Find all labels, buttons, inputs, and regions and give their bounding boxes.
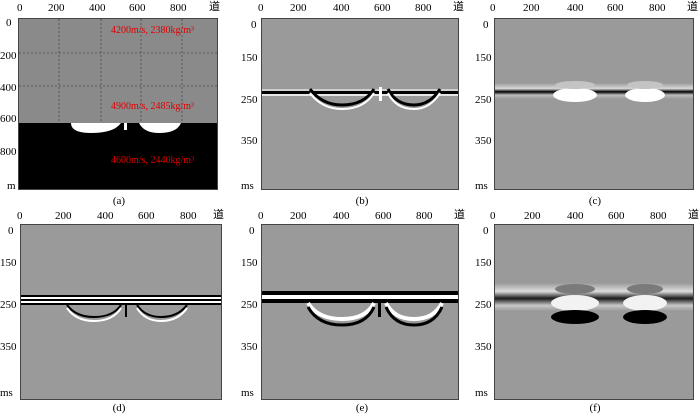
y-tick: 400 [0, 82, 17, 94]
x-tick: 600 [129, 2, 146, 14]
x-tick: 0 [258, 210, 264, 222]
x-unit: 道 [687, 1, 698, 13]
model-plot: 4200m/s, 2380kg/m³ 4900m/s, 2485kg/m³ 46… [18, 18, 218, 190]
y-tick: 250 [241, 299, 258, 311]
y-tick: 350 [241, 341, 258, 353]
x-tick: 400 [89, 2, 106, 14]
x-tick: 600 [374, 2, 391, 14]
x-tick: 600 [607, 2, 624, 14]
y-tick: 250 [475, 94, 492, 106]
panel-c: 0 200 400 600 800 道 0 150 250 350 ms (c) [467, 0, 700, 208]
y-unit: m [7, 180, 16, 192]
caption: (c) [588, 195, 602, 207]
x-tick: 800 [180, 210, 197, 222]
section-plot [20, 224, 222, 400]
x-unit: 道 [213, 209, 224, 221]
y-unit: ms [241, 387, 254, 399]
annotation-lens: 4900m/s, 2485kg/m³ [111, 101, 195, 112]
section-plot [494, 18, 694, 190]
y-tick: 150 [475, 257, 492, 269]
y-tick: 150 [0, 257, 17, 269]
x-tick: 200 [290, 210, 307, 222]
x-tick: 0 [490, 210, 496, 222]
x-tick: 200 [290, 2, 307, 14]
y-tick: 250 [475, 299, 492, 311]
x-tick: 200 [524, 210, 541, 222]
x-tick: 600 [138, 210, 155, 222]
annotation-bottom-layer: 4600m/s, 2440kg/m³ [111, 155, 195, 166]
y-tick: 150 [241, 257, 258, 269]
x-tick: 200 [48, 2, 65, 14]
panel-e: 0 200 400 600 800 道 0 150 250 350 ms (e) [233, 208, 465, 417]
x-tick: 0 [258, 2, 264, 14]
x-unit: 道 [454, 209, 465, 221]
y-unit: ms [241, 180, 254, 192]
panel-d: 0 200 400 600 800 道 0 150 250 350 ms (d) [0, 208, 230, 417]
x-tick: 800 [650, 210, 667, 222]
caption: (b) [355, 195, 369, 207]
panel-f: 0 200 400 600 800 道 0 150 250 350 ms [467, 208, 700, 417]
y-tick: 0 [483, 225, 489, 237]
x-tick: 800 [649, 2, 666, 14]
x-tick: 400 [567, 210, 584, 222]
lens-gap [124, 123, 127, 130]
y-tick: 350 [475, 135, 492, 147]
upper-layer [19, 19, 217, 123]
x-tick: 400 [567, 2, 584, 14]
y-tick: 350 [475, 341, 492, 353]
lower-layer [19, 123, 217, 189]
annotation-top-layer: 4200m/s, 2380kg/m³ [111, 25, 195, 36]
x-unit: 道 [209, 1, 220, 13]
lens-right [139, 123, 181, 133]
x-tick: 400 [97, 210, 114, 222]
y-tick: 0 [483, 19, 489, 31]
y-tick: 250 [0, 299, 17, 311]
caption: (e) [355, 402, 369, 414]
y-unit: ms [0, 387, 13, 399]
panel-a: 0 200 400 600 800 道 0 200 400 600 800 m … [0, 0, 230, 208]
x-tick: 0 [17, 2, 23, 14]
grid-lines [19, 19, 217, 123]
x-tick: 200 [55, 210, 72, 222]
caption: (a) [112, 195, 126, 207]
caption: (f) [589, 402, 601, 414]
x-unit: 道 [453, 1, 464, 13]
y-tick: 600 [0, 113, 17, 125]
x-tick: 400 [333, 210, 350, 222]
x-tick: 0 [17, 210, 23, 222]
y-tick: 250 [241, 94, 258, 106]
x-tick: 800 [415, 2, 432, 14]
section-plot [494, 224, 694, 400]
x-tick: 0 [490, 2, 496, 14]
y-unit: ms [475, 180, 488, 192]
x-unit: 道 [688, 209, 699, 221]
y-tick: 0 [249, 225, 255, 237]
y-tick: 350 [0, 341, 17, 353]
y-unit: ms [475, 387, 488, 399]
y-tick: 0 [8, 225, 14, 237]
x-tick: 800 [170, 2, 187, 14]
x-tick: 600 [375, 210, 392, 222]
caption: (d) [112, 402, 126, 414]
layered-reflection [21, 295, 221, 305]
panel-b: 0 200 400 600 800 道 0 150 250 350 ms (b) [233, 0, 465, 208]
x-tick: 200 [523, 2, 540, 14]
y-tick: 200 [0, 50, 17, 62]
y-tick: 0 [251, 19, 257, 31]
section-plot [261, 224, 459, 400]
y-tick: 0 [6, 17, 12, 29]
y-tick: 150 [475, 52, 492, 64]
y-tick: 150 [241, 52, 258, 64]
y-tick: 350 [241, 135, 258, 147]
lens-left [71, 123, 121, 133]
x-tick: 400 [333, 2, 350, 14]
x-tick: 800 [416, 210, 433, 222]
x-tick: 600 [608, 210, 625, 222]
y-tick: 800 [0, 146, 17, 158]
section-plot [261, 18, 459, 190]
